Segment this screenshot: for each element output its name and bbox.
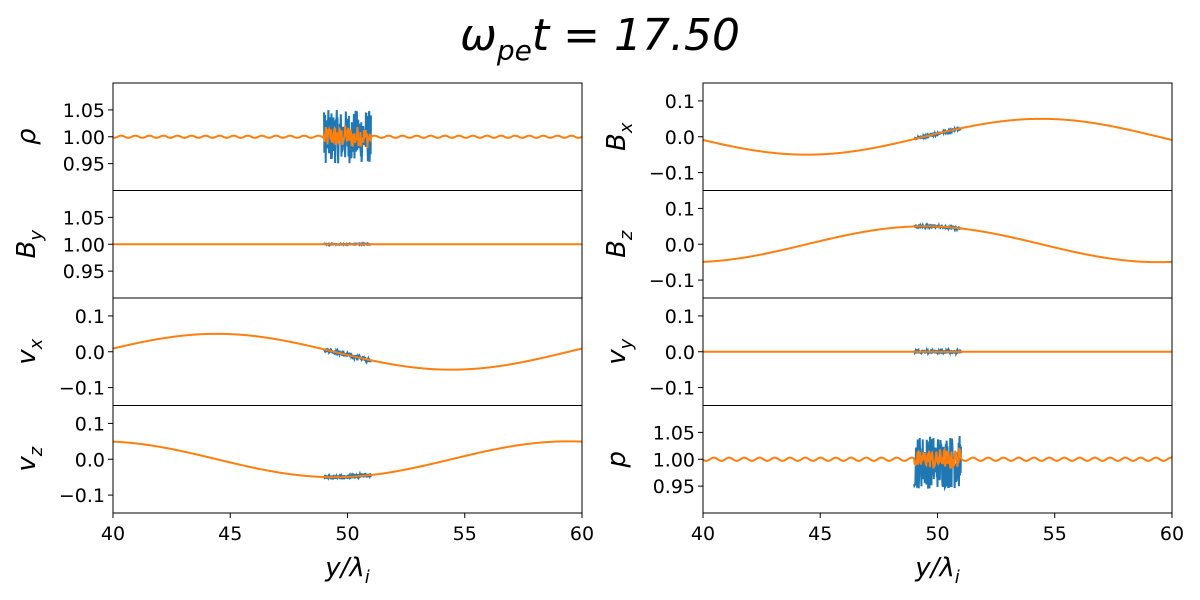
xtick-label: 45	[218, 523, 242, 545]
panel-vy: −0.1 0.0 0.1 vy	[602, 297, 1173, 406]
panels: 0.951.001.05ρ0.951.001.05By−0.10.00.1vx−…	[12, 82, 1184, 588]
series-group-rho	[113, 109, 582, 164]
ylabel-main: v	[12, 456, 42, 472]
series-group-vy	[703, 346, 1172, 358]
ytick-label: 1.00	[653, 449, 695, 471]
xtick-label: 55	[1043, 523, 1067, 545]
ylabel-Bx: Bx	[602, 122, 637, 151]
axes-frame-vz	[112, 405, 583, 514]
ytick-label: 0.1	[665, 198, 695, 220]
series-group-p	[703, 436, 1172, 492]
ylabel-rho: ρ	[12, 128, 42, 145]
ylabel-sub: z	[26, 446, 47, 457]
ylabel-sub: x	[616, 122, 637, 134]
ytick-label: 1.05	[63, 207, 105, 229]
ytick-label: −0.1	[649, 378, 695, 400]
xtick-label: 40	[691, 523, 715, 545]
ytick-label: −0.1	[59, 485, 105, 507]
ytick-label: 0.0	[75, 449, 105, 471]
ytick-label: 0.95	[653, 476, 695, 498]
ytick-label: 0.0	[665, 127, 695, 149]
ytick-label: 0.0	[665, 342, 695, 364]
ytick-label: 0.95	[63, 154, 105, 176]
panel-p: 0.95 1.00 1.05 40 45 50 55 60 p y/λi	[602, 405, 1184, 588]
ytick-label: 1.00	[63, 234, 105, 256]
series-group-vz	[113, 440, 582, 481]
ytick-label: 1.05	[63, 100, 105, 122]
series-group-vx	[113, 332, 582, 371]
xtick-label: 55	[453, 523, 477, 545]
panel-vx: −0.1 0.0 0.1 vx	[12, 297, 583, 406]
ylabel-main: B	[602, 240, 632, 258]
model-series-Bx	[703, 117, 1172, 156]
xtick-label: 50	[335, 523, 359, 545]
xtick-label: 60	[570, 523, 594, 545]
xlabel-main: y/λ	[914, 553, 955, 583]
ylabel-sub: y	[26, 230, 47, 242]
ylabel-main: v	[12, 349, 42, 365]
ylabel-vx: vx	[12, 338, 47, 364]
ytick-label: 0.1	[665, 91, 695, 113]
figure-title: ωpet = 17.50	[460, 10, 740, 67]
panel-Bx: −0.1 0.0 0.1 Bx	[602, 82, 1173, 191]
series-group-Bx	[703, 117, 1172, 156]
ylabel-main: p	[602, 451, 632, 469]
panel-By: 0.95 1.00 1.05 By	[12, 190, 583, 299]
xlabel-p: y/λi	[914, 553, 960, 588]
ytick-label: −0.1	[649, 163, 695, 185]
ylabel-p: p	[602, 451, 632, 469]
xlabel-sub: i	[955, 567, 960, 588]
ytick-label: −0.1	[59, 378, 105, 400]
model-series-Bz	[703, 225, 1172, 264]
ytick-label: 0.0	[665, 234, 695, 256]
xtick-label: 50	[925, 523, 949, 545]
ytick-label: 0.1	[75, 306, 105, 328]
model-series-vx	[113, 332, 582, 371]
ylabel-Bz: Bz	[602, 230, 637, 258]
panel-rho: 0.95 1.00 1.05 ρ	[12, 82, 583, 191]
ylabel-main: v	[602, 349, 632, 365]
series-group-By	[113, 241, 582, 248]
model-series-vz	[113, 440, 582, 479]
xtick-label: 45	[808, 523, 832, 545]
panel-vz: −0.1 0.0 0.1 40 45 50 55 60 vz y/λi	[12, 405, 594, 588]
ylabel-main: B	[602, 133, 632, 151]
xtick-label: 40	[101, 523, 125, 545]
ylabel-main: B	[12, 241, 42, 259]
ylabel-vz: vz	[12, 446, 47, 471]
ytick-label: 0.95	[63, 261, 105, 283]
xtick-label: 60	[1160, 523, 1184, 545]
xlabel-vz: y/λi	[324, 553, 370, 588]
ylabel-vy: vy	[602, 338, 637, 364]
ytick-label: 1.00	[63, 127, 105, 149]
xlabel-main: y/λ	[324, 553, 365, 583]
ylabel-sub: z	[616, 230, 637, 241]
ylabel-By: By	[12, 230, 47, 259]
model-series-rho	[113, 125, 582, 149]
axes-frame-Bz	[702, 190, 1173, 299]
ytick-label: 0.0	[75, 342, 105, 364]
ytick-label: 0.1	[665, 306, 695, 328]
ylabel-main: ρ	[12, 128, 42, 145]
model-series-p	[703, 446, 1172, 469]
panel-Bz: −0.1 0.0 0.1 Bz	[602, 190, 1173, 299]
xlabel-sub: i	[365, 567, 370, 588]
ylabel-sub: x	[26, 338, 47, 350]
series-group-Bz	[703, 221, 1172, 264]
ytick-label: 1.05	[653, 422, 695, 444]
ylabel-sub: y	[616, 338, 637, 350]
ytick-label: −0.1	[649, 270, 695, 292]
ytick-label: 0.1	[75, 413, 105, 435]
